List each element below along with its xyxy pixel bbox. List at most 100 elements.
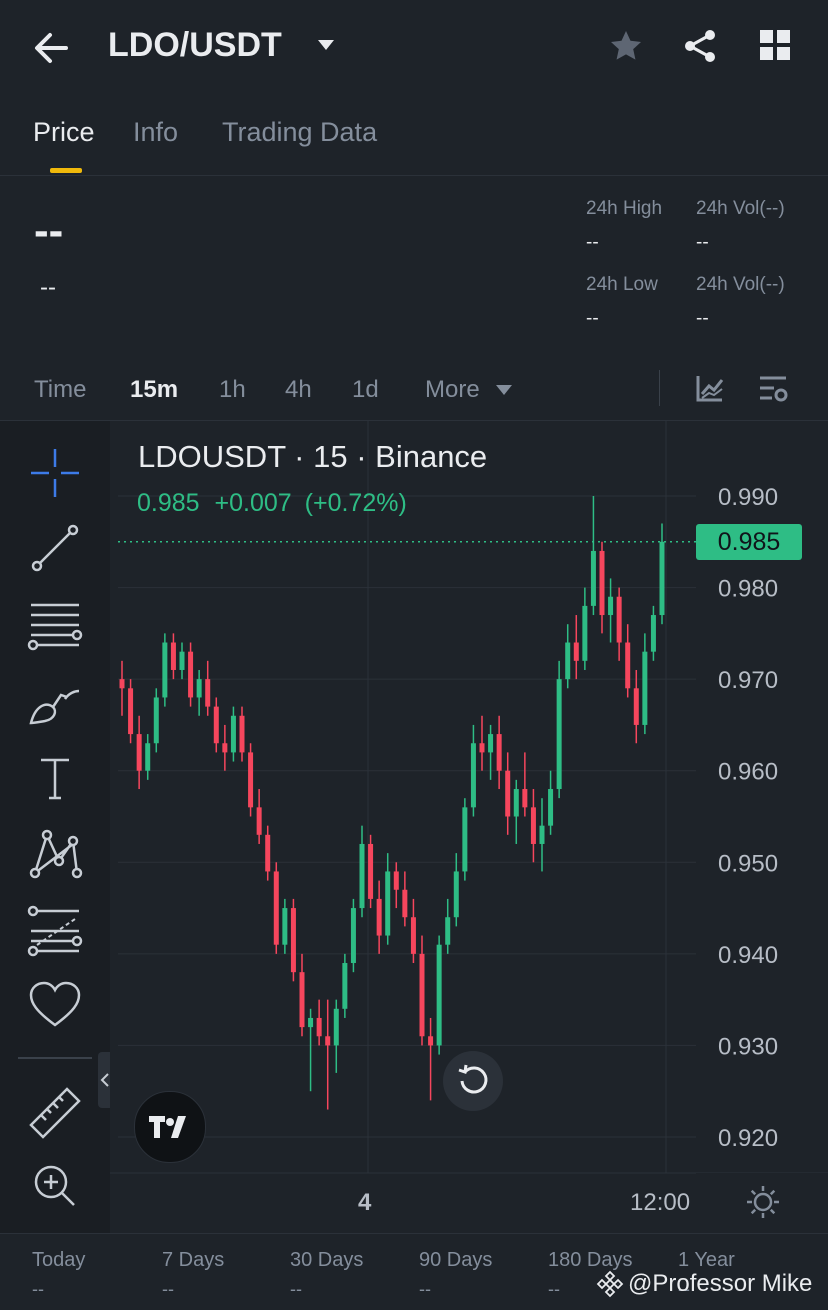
candle-body — [659, 541, 665, 616]
tab-bar: Price Info Trading Data — [0, 95, 828, 176]
candle-body — [513, 789, 519, 817]
collapse-toolbar-icon[interactable] — [98, 1052, 112, 1108]
period-90d-label: 90 Days — [419, 1249, 493, 1271]
candle-body — [222, 743, 228, 753]
period-180d-label: 180 Days — [548, 1249, 633, 1271]
chart-last-price: 0.985 — [137, 489, 200, 517]
candle-body — [633, 688, 639, 725]
low-label: 24h Low — [586, 274, 658, 295]
chart-change: +0.007 — [214, 489, 292, 517]
candle-body — [539, 825, 545, 844]
trend-line-icon[interactable] — [20, 516, 90, 580]
interval-1h[interactable]: 1h — [219, 376, 246, 403]
candle-body — [119, 679, 125, 689]
period-7d-label: 7 Days — [162, 1249, 225, 1271]
candle-body — [428, 1036, 434, 1046]
candle-body — [608, 596, 614, 616]
candle-body — [530, 807, 536, 844]
candle-body — [650, 615, 656, 652]
candle-body — [196, 679, 202, 698]
period-today-label: Today — [32, 1249, 86, 1271]
back-arrow-icon[interactable] — [30, 28, 76, 68]
interval-4h[interactable]: 4h — [285, 376, 312, 403]
candle-body — [479, 743, 485, 753]
favorites-heart-icon[interactable] — [20, 973, 90, 1037]
interval-time[interactable]: Time — [34, 376, 87, 403]
chart-area[interactable]: 0.990 0.980 0.970 0.960 0.950 0.940 0.930 0.920… — [110, 421, 828, 1233]
chart-ohlc-line: 0.985 +0.007 (+0.72%) — [137, 489, 407, 518]
candle-body — [282, 908, 288, 945]
candle-body — [419, 953, 425, 1037]
interval-more[interactable]: More — [425, 376, 480, 403]
interval-1d[interactable]: 1d — [352, 376, 379, 403]
candle-body — [265, 834, 271, 872]
vol-quote-value: -- — [696, 308, 709, 329]
text-tool-icon[interactable] — [20, 746, 90, 810]
candle-body — [599, 550, 605, 616]
candle-body — [188, 651, 194, 698]
last-price-tag: 0.985 — [696, 524, 802, 560]
tab-info[interactable]: Info — [133, 117, 179, 147]
horizontal-lines-icon[interactable] — [20, 593, 90, 657]
candle-body — [325, 1036, 331, 1046]
high-value: -- — [586, 232, 599, 253]
y-tick-label: 0.940 — [718, 942, 778, 969]
crosshair-icon[interactable] — [20, 441, 90, 505]
dropdown-caret-icon[interactable] — [316, 38, 336, 57]
corner-panel — [696, 1173, 828, 1233]
price-change: -- — [40, 274, 56, 301]
candle-body — [145, 743, 151, 771]
indicator-icon[interactable] — [694, 372, 726, 409]
y-tick-label: 0.990 — [718, 484, 778, 511]
reset-chart-icon[interactable] — [443, 1051, 503, 1111]
x-label-time: 12:00 — [630, 1189, 691, 1216]
chart-settings-icon[interactable] — [758, 374, 790, 409]
candle-body — [299, 972, 305, 1028]
interval-15m[interactable]: 15m — [130, 376, 179, 403]
candle-body — [445, 917, 451, 945]
candle-body — [470, 743, 476, 808]
fib-retracement-icon[interactable] — [20, 899, 90, 963]
candle-body — [410, 917, 416, 954]
x-label-day: 4 — [358, 1189, 372, 1216]
y-tick-label: 0.970 — [718, 667, 778, 694]
watermark-text: @Professor Mike — [628, 1270, 813, 1297]
period-7d-value: -- — [162, 1279, 174, 1299]
candle-body — [213, 706, 219, 744]
brush-icon[interactable] — [20, 671, 90, 735]
star-icon[interactable] — [608, 28, 644, 69]
price-stats: -- -- 24h High -- 24h Vol(--) -- 24h Low… — [0, 176, 828, 356]
y-tick-label: 0.930 — [718, 1033, 778, 1060]
active-tab-indicator — [50, 168, 82, 173]
ruler-icon[interactable] — [20, 1081, 90, 1145]
candle-body — [642, 651, 648, 725]
candle-body — [376, 898, 382, 936]
candle-body — [350, 908, 356, 964]
more-caret-icon[interactable] — [495, 383, 513, 401]
candle-body — [316, 1017, 322, 1037]
tradingview-logo[interactable] — [134, 1091, 206, 1163]
pattern-icon[interactable] — [20, 821, 90, 885]
period-30d-value: -- — [290, 1279, 302, 1299]
candle-body — [488, 734, 494, 753]
grid-icon[interactable] — [760, 30, 790, 65]
period-90d-value: -- — [419, 1279, 431, 1299]
candle-body — [205, 679, 211, 707]
sun-settings-icon[interactable] — [746, 1185, 780, 1224]
candlestick-chart[interactable]: 0.990 0.980 0.970 0.960 0.950 0.940 0.930 0.920 — [110, 421, 828, 1233]
pair-title[interactable]: LDO/USDT — [108, 26, 282, 64]
tab-trading-data[interactable]: Trading Data — [222, 117, 378, 147]
share-icon[interactable] — [682, 28, 718, 69]
candle-body — [179, 651, 185, 670]
zoom-in-icon[interactable] — [20, 1154, 90, 1218]
tab-price[interactable]: Price — [33, 117, 95, 147]
vol-label: 24h Vol(--) — [696, 198, 785, 219]
candle-body — [333, 1008, 339, 1046]
period-30d-label: 30 Days — [290, 1249, 364, 1271]
candle-body — [248, 752, 254, 808]
candle-body — [368, 843, 374, 899]
chart-change-pct: (+0.72%) — [304, 489, 407, 517]
candle-body — [273, 871, 279, 945]
last-price: -- — [34, 206, 64, 255]
high-label: 24h High — [586, 198, 663, 219]
